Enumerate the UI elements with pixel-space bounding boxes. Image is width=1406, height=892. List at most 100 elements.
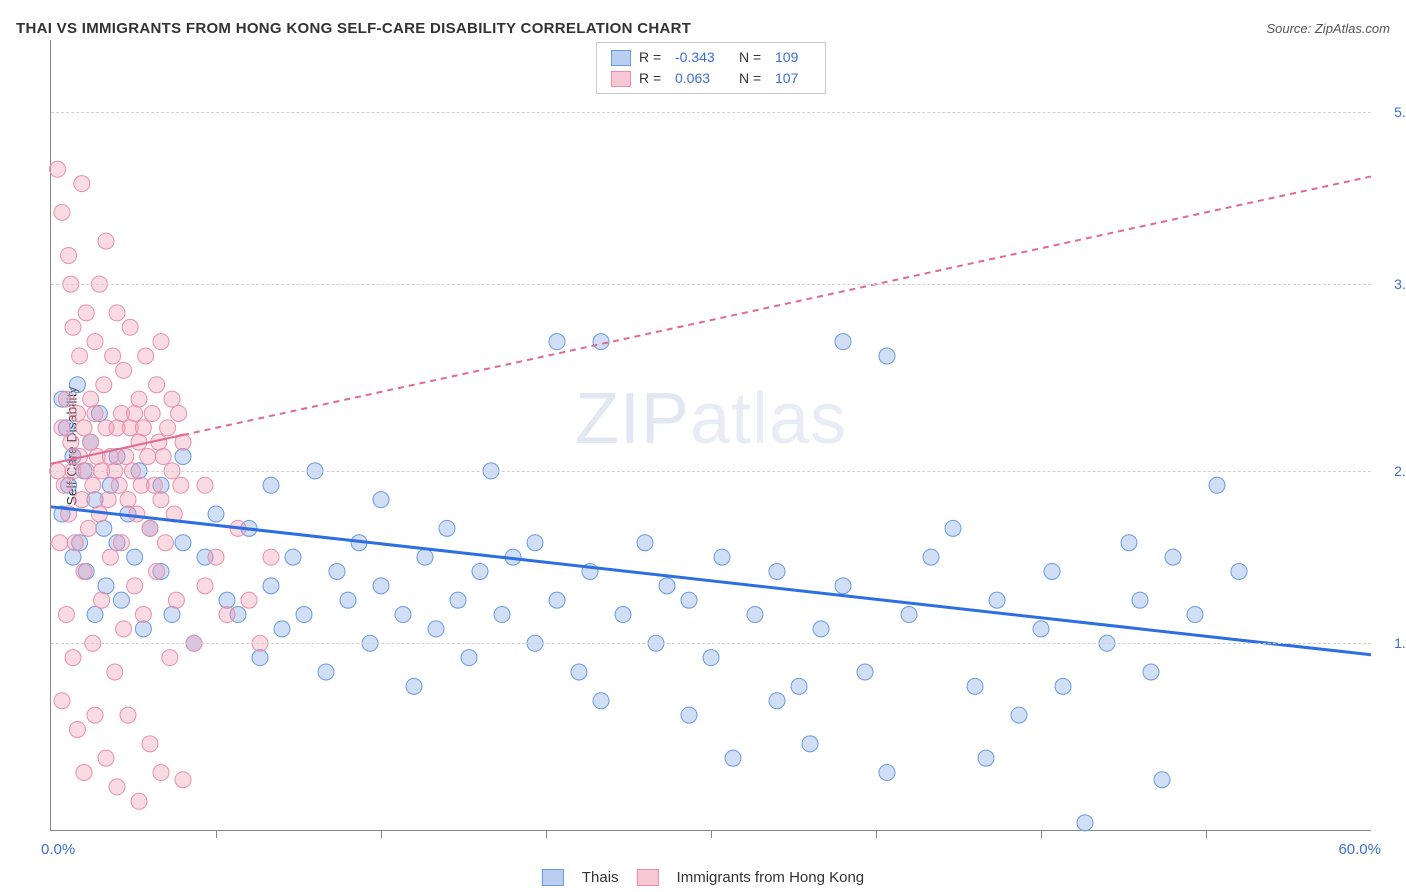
scatter-point [1121,535,1137,551]
scatter-point [681,707,697,723]
y-tick-label: 5.0% [1394,104,1406,120]
scatter-point [1231,563,1247,579]
scatter-point [76,563,92,579]
scatter-point [120,707,136,723]
scatter-point [100,492,116,508]
scatter-point [63,434,79,450]
regression-line [51,507,1371,655]
scatter-point [857,664,873,680]
scatter-point [879,765,895,781]
scatter-point [61,247,77,263]
legend-swatch-hk [637,869,659,886]
scatter-point [439,520,455,536]
scatter-point [373,492,389,508]
scatter-point [219,592,235,608]
scatter-point [122,319,138,335]
regression-extrapolation [183,176,1371,435]
scatter-point [58,391,74,407]
scatter-point [791,678,807,694]
scatter-point [703,650,719,666]
scatter-point [76,765,92,781]
scatter-point [74,176,90,192]
scatter-point [263,578,279,594]
scatter-point [208,506,224,522]
scatter-point [113,535,129,551]
scatter-point [142,520,158,536]
scatter-point [142,736,158,752]
scatter-point [135,420,151,436]
scatter-point [50,161,66,177]
scatter-point [747,607,763,623]
scatter-point [54,204,70,220]
scatter-point [155,449,171,465]
scatter-point [879,348,895,364]
scatter-point [149,377,165,393]
scatter-point [1077,815,1093,831]
plot-area: ZIPatlas R = -0.343 N = 109 R = 0.063 N … [50,40,1371,831]
x-tick [216,830,217,838]
scatter-point [637,535,653,551]
scatter-point [615,607,631,623]
scatter-point [83,434,99,450]
scatter-point [144,405,160,421]
scatter-point [69,377,85,393]
scatter-point [76,420,92,436]
scatter-point [153,492,169,508]
scatter-point [109,779,125,795]
scatter-point [1154,772,1170,788]
scatter-point [131,391,147,407]
scatter-point [65,319,81,335]
x-tick [546,830,547,838]
scatter-point [450,592,466,608]
scatter-point [549,334,565,350]
scatter-point [87,707,103,723]
scatter-point [197,477,213,493]
scatter-point [219,607,235,623]
x-tick [711,830,712,838]
source-attribution: Source: ZipAtlas.com [1266,21,1390,36]
scatter-point [94,592,110,608]
scatter-point [681,592,697,608]
scatter-point [87,405,103,421]
scatter-point [1143,664,1159,680]
x-axis-max-label: 60.0% [1338,841,1381,858]
scatter-point [98,233,114,249]
scatter-point [428,621,444,637]
scatter-point [835,334,851,350]
scatter-point [329,563,345,579]
scatter-point [171,405,187,421]
scatter-point [659,578,675,594]
scatter-point [116,621,132,637]
scatter-point [58,607,74,623]
x-tick [876,830,877,838]
scatter-point [835,578,851,594]
scatter-point [593,334,609,350]
scatter-point [131,793,147,809]
y-tick-label: 2.5% [1394,463,1406,479]
scatter-svg [51,40,1371,830]
scatter-point [252,650,268,666]
scatter-point [85,477,101,493]
scatter-point [72,348,88,364]
scatter-point [149,563,165,579]
scatter-point [769,563,785,579]
swatch-thais [611,50,631,66]
scatter-point [1011,707,1027,723]
scatter-point [98,750,114,766]
scatter-point [78,305,94,321]
scatter-point [113,592,129,608]
scatter-point [153,334,169,350]
scatter-point [164,607,180,623]
legend-label-hk: Immigrants from Hong Kong [677,869,865,886]
scatter-point [116,362,132,378]
scatter-point [549,592,565,608]
scatter-point [340,592,356,608]
scatter-point [67,535,83,551]
gridline [51,112,1371,113]
scatter-point [461,650,477,666]
gridline [51,284,1371,285]
scatter-point [989,592,1005,608]
scatter-point [802,736,818,752]
scatter-point [135,607,151,623]
series-legend: Thais Immigrants from Hong Kong [542,869,864,886]
